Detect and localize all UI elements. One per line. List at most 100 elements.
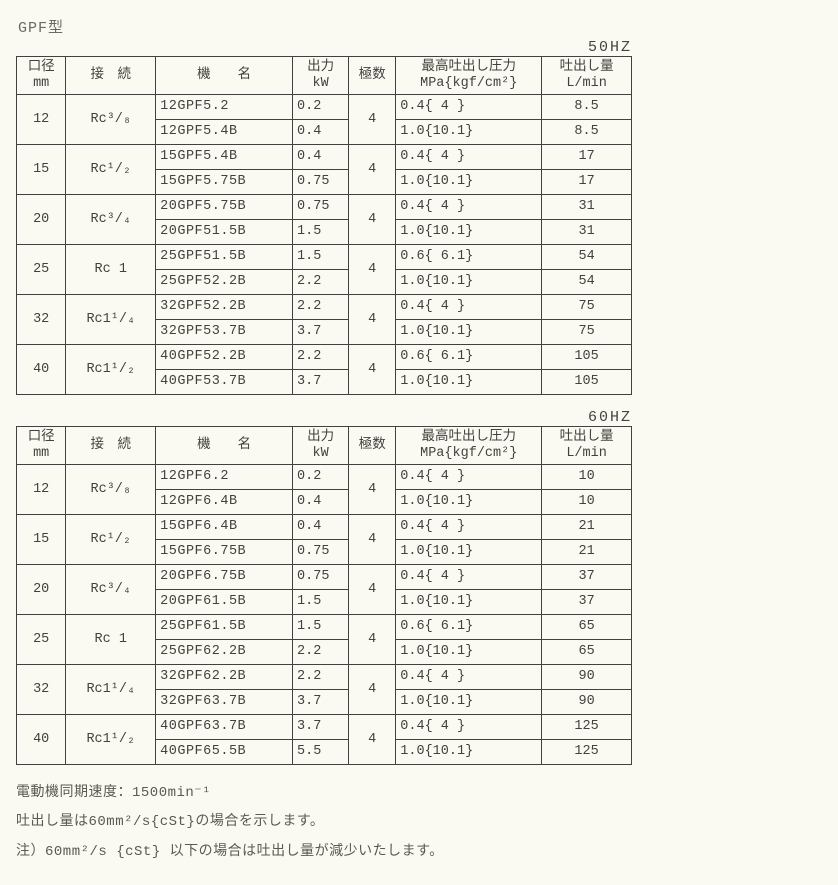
cell-flow: 90 [542, 690, 632, 715]
cell-flow: 65 [542, 615, 632, 640]
cell-diameter: 32 [17, 665, 66, 715]
cell-model: 20GPF5.75B [156, 195, 293, 220]
cell-connection: Rc1¹/₄ [66, 665, 156, 715]
cell-diameter: 15 [17, 515, 66, 565]
cell-diameter: 25 [17, 615, 66, 665]
cell-poles: 4 [349, 515, 396, 565]
cell-output: 2.2 [293, 640, 349, 665]
cell-diameter: 40 [17, 715, 66, 765]
cell-poles: 4 [349, 145, 396, 195]
cell-connection: Rc¹/₂ [66, 515, 156, 565]
cell-flow: 31 [542, 220, 632, 245]
cell-connection: Rc³/₈ [66, 95, 156, 145]
cell-model: 20GPF51.5B [156, 220, 293, 245]
cell-model: 40GPF65.5B [156, 740, 293, 765]
cell-flow: 37 [542, 590, 632, 615]
cell-output: 3.7 [293, 370, 349, 395]
cell-output: 3.7 [293, 320, 349, 345]
cell-pressure: 1.0{10.1} [396, 320, 542, 345]
cell-output: 0.4 [293, 515, 349, 540]
spec-table: 口径mm接 続機 名出力kW極数最高吐出し圧力MPa{kgf/cm²}吐出し量L… [16, 56, 632, 395]
cell-poles: 4 [349, 95, 396, 145]
cell-diameter: 20 [17, 565, 66, 615]
cell-connection: Rc1¹/₂ [66, 345, 156, 395]
cell-output: 1.5 [293, 245, 349, 270]
cell-model: 12GPF5.2 [156, 95, 293, 120]
cell-model: 20GPF61.5B [156, 590, 293, 615]
table-row: 20Rc³/₄20GPF5.75B0.7540.4{ 4 }31 [17, 195, 632, 220]
col-header-poles: 極数 [349, 57, 396, 95]
cell-model: 20GPF6.75B [156, 565, 293, 590]
cell-poles: 4 [349, 615, 396, 665]
cell-connection: Rc1¹/₄ [66, 295, 156, 345]
table-row: 40Rc1¹/₂40GPF63.7B3.740.4{ 4 }125 [17, 715, 632, 740]
notes-block: 電動機同期速度：1500min⁻¹ 吐出し量は60mm²/s{cSt}の場合を示… [16, 779, 822, 867]
cell-output: 0.4 [293, 120, 349, 145]
cell-model: 25GPF62.2B [156, 640, 293, 665]
cell-output: 2.2 [293, 665, 349, 690]
cell-flow: 125 [542, 740, 632, 765]
cell-connection: Rc³/₈ [66, 465, 156, 515]
cell-model: 25GPF61.5B [156, 615, 293, 640]
cell-output: 1.5 [293, 615, 349, 640]
cell-pressure: 0.4{ 4 } [396, 565, 542, 590]
cell-output: 3.7 [293, 690, 349, 715]
cell-model: 15GPF6.4B [156, 515, 293, 540]
cell-flow: 75 [542, 320, 632, 345]
col-header-model: 機 名 [156, 427, 293, 465]
cell-output: 0.75 [293, 565, 349, 590]
cell-flow: 54 [542, 270, 632, 295]
cell-pressure: 0.4{ 4 } [396, 715, 542, 740]
cell-poles: 4 [349, 665, 396, 715]
table-row: 20Rc³/₄20GPF6.75B0.7540.4{ 4 }37 [17, 565, 632, 590]
spec-table: 口径mm接 続機 名出力kW極数最高吐出し圧力MPa{kgf/cm²}吐出し量L… [16, 426, 632, 765]
cell-model: 32GPF63.7B [156, 690, 293, 715]
cell-flow: 8.5 [542, 120, 632, 145]
note-line: 吐出し量は60mm²/s{cSt}の場合を示します。 [16, 808, 822, 837]
cell-flow: 90 [542, 665, 632, 690]
note-line: 電動機同期速度：1500min⁻¹ [16, 779, 822, 808]
cell-pressure: 1.0{10.1} [396, 590, 542, 615]
page-title: GPF型 [18, 16, 822, 37]
col-header-flow: 吐出し量L/min [542, 427, 632, 465]
cell-connection: Rc 1 [66, 245, 156, 295]
col-header-connection: 接 続 [66, 57, 156, 95]
col-header-pressure: 最高吐出し圧力MPa{kgf/cm²} [396, 427, 542, 465]
cell-flow: 105 [542, 345, 632, 370]
cell-pressure: 0.4{ 4 } [396, 665, 542, 690]
cell-diameter: 15 [17, 145, 66, 195]
cell-output: 1.5 [293, 590, 349, 615]
cell-model: 25GPF52.2B [156, 270, 293, 295]
cell-output: 0.2 [293, 95, 349, 120]
table-row: 15Rc¹/₂15GPF6.4B0.440.4{ 4 }21 [17, 515, 632, 540]
cell-pressure: 1.0{10.1} [396, 640, 542, 665]
cell-model: 32GPF53.7B [156, 320, 293, 345]
cell-output: 2.2 [293, 270, 349, 295]
cell-pressure: 0.4{ 4 } [396, 515, 542, 540]
cell-diameter: 32 [17, 295, 66, 345]
cell-flow: 125 [542, 715, 632, 740]
col-header-diameter: 口径mm [17, 427, 66, 465]
cell-model: 12GPF5.4B [156, 120, 293, 145]
cell-pressure: 0.4{ 4 } [396, 465, 542, 490]
cell-model: 40GPF53.7B [156, 370, 293, 395]
cell-model: 32GPF52.2B [156, 295, 293, 320]
cell-flow: 10 [542, 490, 632, 515]
cell-model: 32GPF62.2B [156, 665, 293, 690]
cell-diameter: 40 [17, 345, 66, 395]
cell-model: 12GPF6.4B [156, 490, 293, 515]
cell-flow: 31 [542, 195, 632, 220]
cell-output: 0.75 [293, 195, 349, 220]
cell-poles: 4 [349, 465, 396, 515]
cell-model: 12GPF6.2 [156, 465, 293, 490]
cell-flow: 75 [542, 295, 632, 320]
col-header-output: 出力kW [293, 427, 349, 465]
cell-output: 0.75 [293, 170, 349, 195]
cell-pressure: 0.4{ 4 } [396, 195, 542, 220]
cell-diameter: 12 [17, 465, 66, 515]
cell-flow: 21 [542, 515, 632, 540]
table-row: 40Rc1¹/₂40GPF52.2B2.240.6{ 6.1}105 [17, 345, 632, 370]
cell-connection: Rc¹/₂ [66, 145, 156, 195]
col-header-flow: 吐出し量L/min [542, 57, 632, 95]
cell-flow: 21 [542, 540, 632, 565]
